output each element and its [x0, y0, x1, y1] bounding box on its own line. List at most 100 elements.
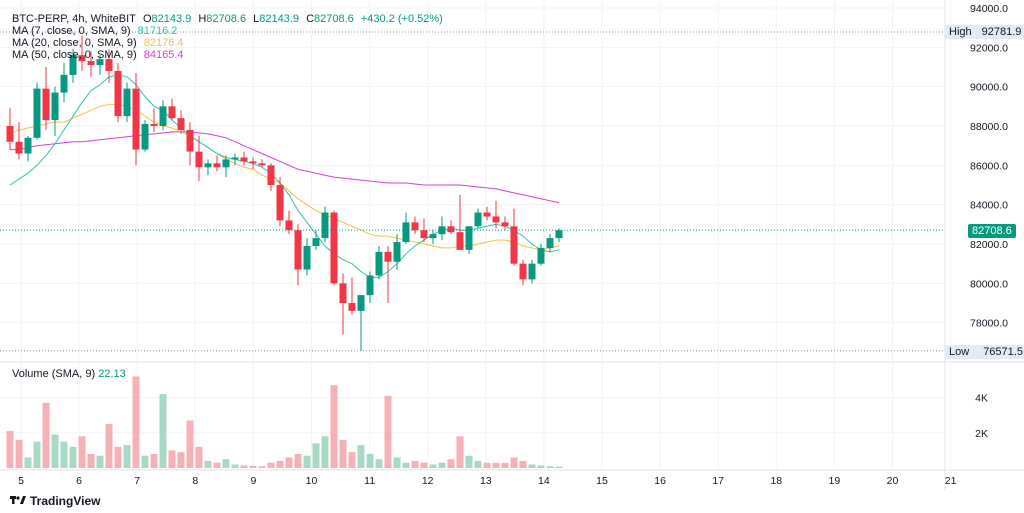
- candle-body: [501, 222, 509, 227]
- candle-body: [483, 212, 491, 217]
- time-tick-label: 21: [945, 475, 957, 487]
- close-label: C: [306, 13, 315, 25]
- ma50-label: MA (50, close, 0, SMA, 9): [12, 49, 137, 61]
- volume-bar: [537, 465, 545, 468]
- candle-body: [294, 230, 302, 270]
- volume-bar: [375, 459, 383, 468]
- volume-bar: [384, 395, 392, 468]
- candle-body: [105, 59, 113, 71]
- volume-bar: [411, 460, 419, 468]
- candle-body: [78, 55, 86, 62]
- high-label: H: [198, 13, 207, 25]
- tradingview-icon: [10, 494, 26, 508]
- price-tick-label: 84000.0: [970, 200, 1008, 212]
- last-price-value: 82708.6: [972, 225, 1012, 237]
- tradingview-wordmark: TradingView: [30, 494, 101, 508]
- candle-body: [555, 230, 563, 239]
- volume-bar: [339, 439, 347, 468]
- ma50-legend[interactable]: MA (50, close, 0, SMA, 9) 84165.4: [12, 49, 188, 61]
- time-tick-label: 8: [192, 475, 198, 487]
- candle-body: [375, 251, 383, 276]
- candle-body: [177, 118, 185, 130]
- ohlc-open: O82143.9: [143, 13, 191, 25]
- candle-body: [303, 245, 311, 270]
- candle-body: [258, 163, 266, 166]
- open-value: 82143.9: [151, 13, 192, 25]
- candle-body: [276, 185, 284, 221]
- volume-bar: [231, 464, 239, 468]
- volume-bar: [492, 462, 500, 468]
- open-label: O: [142, 13, 152, 25]
- volume-bar: [168, 450, 176, 468]
- volume-bar: [546, 466, 554, 468]
- time-tick-label: 11: [364, 475, 375, 487]
- volume-bar: [276, 460, 284, 468]
- volume-bar: [402, 462, 410, 468]
- ma7-value: 81716.2: [137, 25, 178, 37]
- candle-body: [510, 226, 518, 264]
- volume-bar: [285, 457, 293, 468]
- volume-value: 22.13: [98, 368, 126, 380]
- time-tick-label: 14: [538, 475, 550, 487]
- high-value: 82708.6: [206, 13, 247, 25]
- volume-bar: [501, 462, 509, 468]
- candle-body: [321, 212, 329, 239]
- candle-body: [528, 263, 536, 280]
- candle-body: [42, 88, 50, 121]
- ma20-label: MA (20, close, 0, SMA, 9): [12, 37, 137, 49]
- time-tick-label: 18: [770, 475, 782, 487]
- candle-body: [465, 226, 473, 250]
- volume-bar: [69, 446, 77, 468]
- volume-bar: [96, 455, 104, 468]
- high-tag-value: 92781.9: [981, 26, 1022, 38]
- last-price-tag: 82708.6: [968, 224, 1016, 238]
- volume-bar: [186, 420, 194, 468]
- volume-bar: [132, 376, 140, 468]
- ma20-legend[interactable]: MA (20, close, 0, SMA, 9) 82176.4: [12, 37, 188, 49]
- volume-tick-label: 4K: [975, 393, 988, 405]
- price-tick-label: 78000.0: [970, 318, 1008, 330]
- ma50-line: [10, 131, 560, 204]
- price-tick-label: 86000.0: [970, 160, 1008, 172]
- volume-bar: [519, 460, 527, 468]
- volume-bar: [177, 452, 185, 468]
- ohlc-close: C82708.6: [306, 13, 354, 25]
- time-tick-label: 16: [654, 475, 666, 487]
- high-tag: High 92781.9: [945, 25, 1024, 39]
- low-tag-label: Low: [949, 346, 970, 358]
- tradingview-logo[interactable]: TradingView: [10, 494, 100, 508]
- symbol-legend: BTC-PERP, 4h, WhiteBIT O82143.9 H82708.6…: [12, 13, 447, 25]
- volume-bar: [159, 394, 167, 468]
- candle-body: [15, 141, 23, 154]
- candle-body: [6, 126, 14, 142]
- volume-legend[interactable]: Volume (SMA, 9) 22.13: [12, 368, 126, 380]
- time-tick-label: 19: [829, 475, 841, 487]
- volume-bar: [114, 446, 122, 468]
- volume-bar: [294, 453, 302, 468]
- ma7-line: [9, 74, 560, 278]
- candle-body: [33, 88, 41, 138]
- time-tick-label: 7: [134, 475, 140, 487]
- candle-body: [204, 163, 212, 168]
- candle-body: [474, 212, 482, 227]
- price-tick-label: 88000.0: [970, 121, 1008, 133]
- volume-bar: [258, 466, 266, 468]
- volume-bar: [303, 455, 311, 468]
- candle-body: [447, 226, 455, 233]
- ma7-label: MA (7, close, 0, SMA, 9): [12, 25, 131, 37]
- volume-bar: [60, 441, 68, 468]
- ma50-value: 84165.4: [143, 49, 184, 61]
- candle-body: [519, 263, 527, 280]
- low-label: L: [253, 13, 260, 25]
- candle-body: [366, 275, 374, 296]
- candle-body: [240, 157, 248, 162]
- volume-bars: [6, 376, 563, 468]
- candle-body: [339, 283, 347, 303]
- volume-bar: [348, 452, 356, 468]
- candle-body: [393, 242, 401, 262]
- volume-bar: [321, 436, 329, 468]
- ma7-legend[interactable]: MA (7, close, 0, SMA, 9) 81716.2: [12, 25, 181, 37]
- candlesticks: [6, 35, 563, 351]
- candle-body: [312, 238, 320, 246]
